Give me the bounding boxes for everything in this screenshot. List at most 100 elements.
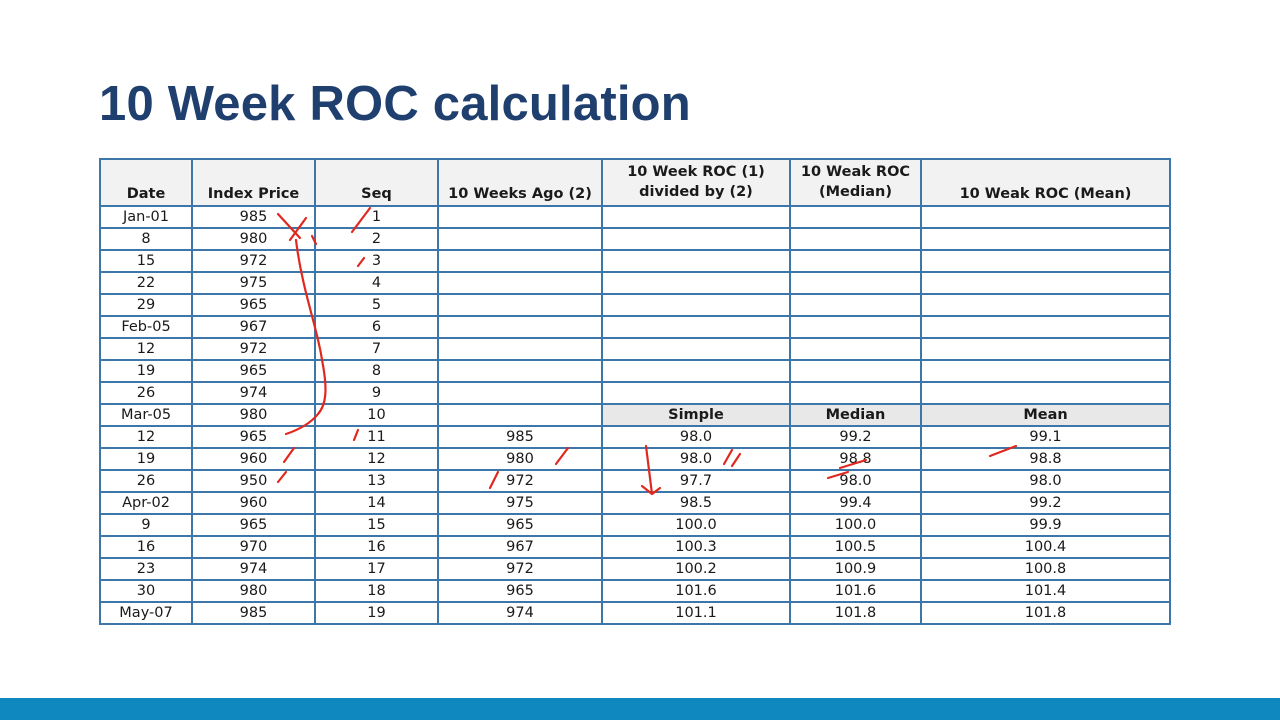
cell-10-weeks-ago — [437, 293, 603, 317]
roc-table-container: Date Index Price Seq 10 Weeks Ago (2) 10… — [99, 158, 1171, 625]
table-row: 12 972 7 — [99, 337, 1171, 361]
table-row: Apr-02 960 14 975 98.5 99.4 99.2 — [99, 491, 1171, 515]
subheader-simple: Simple — [601, 403, 791, 427]
cell-roc-simple: 98.0 — [601, 425, 791, 449]
cell-roc-mean — [920, 293, 1171, 317]
cell-roc-simple: 100.3 — [601, 535, 791, 559]
cell-roc-mean: 99.2 — [920, 491, 1171, 515]
cell-roc-mean: 99.9 — [920, 513, 1171, 537]
cell-roc-simple: 98.0 — [601, 447, 791, 471]
cell-date: Feb-05 — [99, 315, 193, 339]
cell-seq: 13 — [314, 469, 439, 493]
cell-roc-simple — [601, 271, 791, 295]
cell-10-weeks-ago — [437, 403, 603, 427]
cell-10-weeks-ago: 980 — [437, 447, 603, 471]
cell-roc-simple — [601, 337, 791, 361]
cell-index-price: 974 — [191, 557, 316, 581]
cell-index-price: 985 — [191, 205, 316, 229]
cell-10-weeks-ago — [437, 249, 603, 273]
cell-roc-mean — [920, 205, 1171, 229]
cell-date: 19 — [99, 447, 193, 471]
cell-roc-mean — [920, 337, 1171, 361]
cell-roc-simple: 97.7 — [601, 469, 791, 493]
cell-roc-median — [789, 337, 922, 361]
cell-roc-mean: 100.8 — [920, 557, 1171, 581]
cell-seq: 12 — [314, 447, 439, 471]
cell-date: Jan-01 — [99, 205, 193, 229]
cell-roc-mean: 99.1 — [920, 425, 1171, 449]
cell-roc-median: 99.4 — [789, 491, 922, 515]
cell-seq: 3 — [314, 249, 439, 273]
header-date: Date — [99, 158, 193, 207]
cell-10-weeks-ago: 985 — [437, 425, 603, 449]
cell-index-price: 960 — [191, 447, 316, 471]
cell-roc-median: 101.6 — [789, 579, 922, 603]
cell-date: Apr-02 — [99, 491, 193, 515]
cell-index-price: 972 — [191, 249, 316, 273]
table-row: Jan-01 985 1 — [99, 205, 1171, 229]
cell-10-weeks-ago — [437, 227, 603, 251]
roc-table: Date Index Price Seq 10 Weeks Ago (2) 10… — [99, 158, 1171, 625]
subheader-median: Median — [789, 403, 922, 427]
header-row: Date Index Price Seq 10 Weeks Ago (2) 10… — [99, 158, 1171, 207]
cell-10-weeks-ago: 965 — [437, 579, 603, 603]
cell-10-weeks-ago — [437, 381, 603, 405]
header-roc-median: 10 Weak ROC (Median) — [789, 158, 922, 207]
cell-seq: 8 — [314, 359, 439, 383]
cell-10-weeks-ago: 972 — [437, 557, 603, 581]
cell-index-price: 965 — [191, 293, 316, 317]
table-row: 30 980 18 965 101.6 101.6 101.4 — [99, 579, 1171, 603]
cell-index-price: 974 — [191, 381, 316, 405]
cell-10-weeks-ago: 965 — [437, 513, 603, 537]
slide-footer-bar — [0, 698, 1280, 720]
cell-seq: 1 — [314, 205, 439, 229]
cell-10-weeks-ago — [437, 337, 603, 361]
cell-roc-simple: 98.5 — [601, 491, 791, 515]
cell-seq: 11 — [314, 425, 439, 449]
cell-date: 15 — [99, 249, 193, 273]
cell-index-price: 980 — [191, 579, 316, 603]
cell-date: 12 — [99, 425, 193, 449]
cell-seq: 2 — [314, 227, 439, 251]
cell-roc-median: 100.0 — [789, 513, 922, 537]
slide-title: 10 Week ROC calculation — [99, 77, 691, 131]
cell-date: 26 — [99, 469, 193, 493]
cell-index-price: 970 — [191, 535, 316, 559]
cell-roc-median: 100.9 — [789, 557, 922, 581]
cell-seq: 17 — [314, 557, 439, 581]
cell-seq: 7 — [314, 337, 439, 361]
cell-date: 23 — [99, 557, 193, 581]
cell-roc-median — [789, 227, 922, 251]
cell-roc-mean: 98.0 — [920, 469, 1171, 493]
table-row: Feb-05 967 6 — [99, 315, 1171, 339]
cell-seq: 19 — [314, 601, 439, 625]
cell-roc-mean — [920, 381, 1171, 405]
cell-seq: 16 — [314, 535, 439, 559]
cell-index-price: 975 — [191, 271, 316, 295]
cell-date: 26 — [99, 381, 193, 405]
cell-roc-simple — [601, 315, 791, 339]
table-row: 26 950 13 972 97.7 98.0 98.0 — [99, 469, 1171, 493]
cell-date: 12 — [99, 337, 193, 361]
cell-10-weeks-ago — [437, 271, 603, 295]
table-row: 16 970 16 967 100.3 100.5 100.4 — [99, 535, 1171, 559]
cell-roc-median — [789, 271, 922, 295]
cell-seq: 4 — [314, 271, 439, 295]
cell-roc-mean: 101.4 — [920, 579, 1171, 603]
cell-date: 16 — [99, 535, 193, 559]
cell-10-weeks-ago: 974 — [437, 601, 603, 625]
cell-roc-median: 98.0 — [789, 469, 922, 493]
header-seq: Seq — [314, 158, 439, 207]
table-row: 12 965 11 985 98.0 99.2 99.1 — [99, 425, 1171, 449]
cell-roc-median — [789, 293, 922, 317]
cell-index-price: 980 — [191, 403, 316, 427]
cell-roc-median — [789, 381, 922, 405]
cell-10-weeks-ago: 975 — [437, 491, 603, 515]
table-row: 23 974 17 972 100.2 100.9 100.8 — [99, 557, 1171, 581]
cell-seq: 15 — [314, 513, 439, 537]
cell-roc-simple — [601, 227, 791, 251]
cell-roc-mean — [920, 271, 1171, 295]
cell-10-weeks-ago — [437, 205, 603, 229]
cell-date: 30 — [99, 579, 193, 603]
cell-date: Mar-05 — [99, 403, 193, 427]
